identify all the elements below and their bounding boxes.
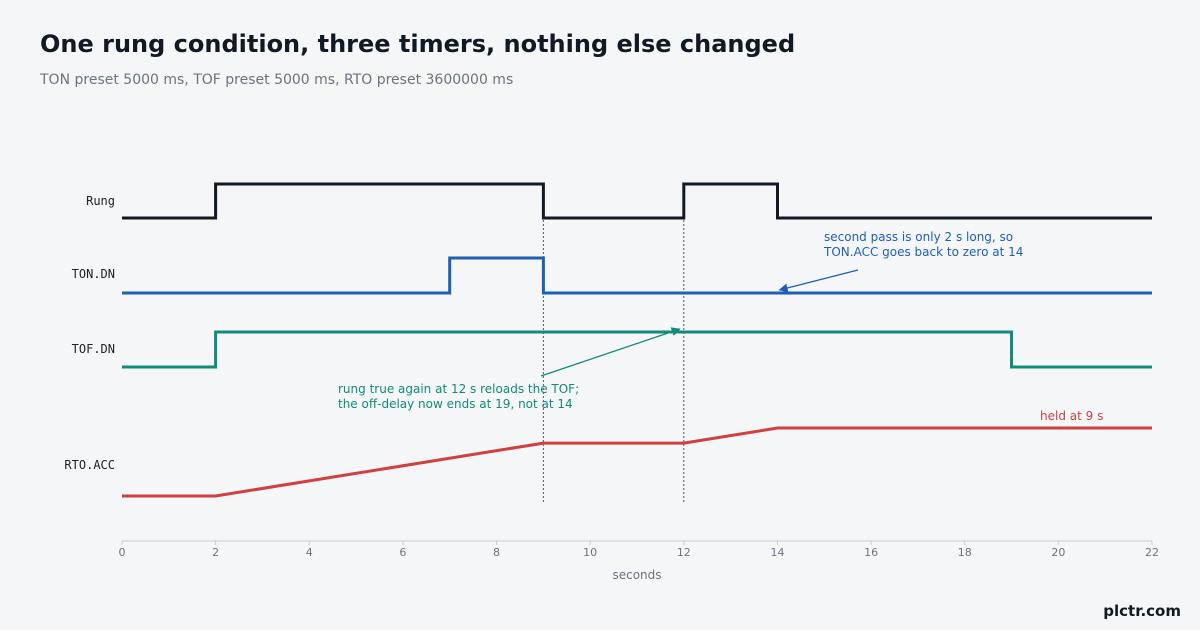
x-tick-label: 18 (958, 546, 972, 559)
annotation-tof: rung true again at 12 s reloads the TOF;… (338, 382, 579, 411)
series-label-rto-acc: RTO.ACC (64, 458, 115, 472)
series-line-rto-acc (122, 426, 1152, 498)
x-tick-label: 0 (119, 546, 126, 559)
annotation-rto: held at 9 s (1040, 409, 1103, 423)
series-line-tof-dn (122, 330, 1152, 369)
annotation-ton: second pass is only 2 s long, so TON.ACC … (823, 230, 1023, 259)
x-tick-label: 2 (212, 546, 219, 559)
x-tick-label: 6 (399, 546, 406, 559)
series-label-rung: Rung (86, 194, 115, 208)
x-tick-label: 20 (1051, 546, 1065, 559)
x-tick-label: 14 (770, 546, 784, 559)
series-line-ton-dn (122, 256, 1152, 295)
brand-logo-text: plctr.com (1103, 602, 1181, 620)
x-tick-label: 12 (677, 546, 691, 559)
series-label-ton-dn: TON.DN (72, 267, 115, 281)
x-tick-label: 10 (583, 546, 597, 559)
x-axis-label: seconds (612, 568, 661, 582)
series-line-rung (122, 182, 1152, 220)
x-tick-label: 16 (864, 546, 878, 559)
annotation-arrow-ton (778, 269, 859, 293)
x-tick-label: 8 (493, 546, 500, 559)
x-tick-label: 22 (1145, 546, 1159, 559)
chart-subtitle: TON preset 5000 ms, TOF preset 5000 ms, … (40, 72, 514, 88)
annotation-arrow-tof (540, 327, 681, 377)
x-tick-label: 4 (306, 546, 313, 559)
chart-title: One rung condition, three timers, nothin… (40, 30, 796, 58)
series-label-tof-dn: TOF.DN (72, 342, 115, 356)
